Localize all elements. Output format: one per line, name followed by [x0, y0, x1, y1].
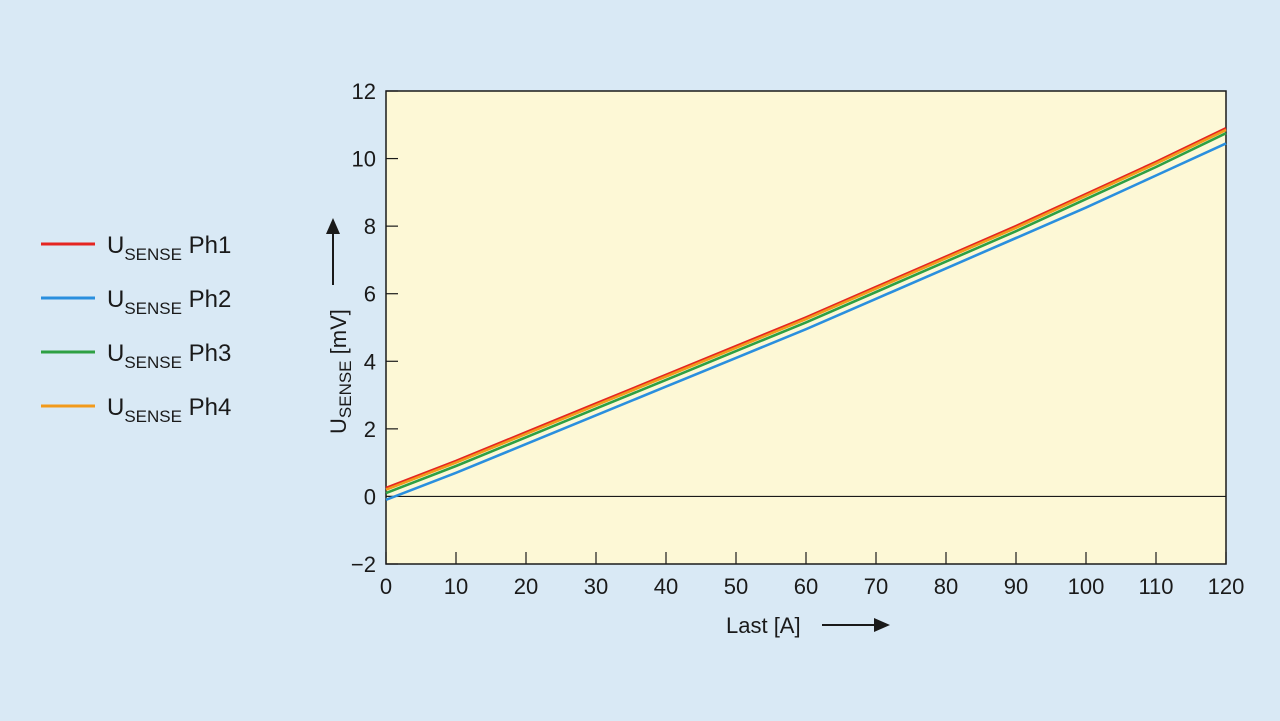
legend-label-base: U	[107, 340, 124, 367]
legend-label-ph4: USENSE Ph4	[107, 394, 231, 426]
x-axis-ticks: 0 10 20 30 40 50 60 70 80 90 100 110 120	[380, 552, 1244, 599]
y-tick-label: 4	[364, 349, 376, 374]
y-tick-label: 2	[364, 417, 376, 442]
x-tick-label: 60	[794, 574, 818, 599]
series-line-ph1	[385, 127, 1227, 490]
x-tick-label: 50	[724, 574, 748, 599]
legend-label-sub: SENSE	[124, 245, 182, 264]
legend-label-rest: Ph4	[182, 394, 231, 421]
x-tick-label: 0	[380, 574, 392, 599]
x-tick-label: 80	[934, 574, 958, 599]
legend-label-sub: SENSE	[124, 299, 182, 318]
x-tick-label: 70	[864, 574, 888, 599]
legend-label-ph2: USENSE Ph2	[107, 286, 231, 318]
x-tick-label: 20	[514, 574, 538, 599]
y-tick-label: 0	[364, 484, 376, 509]
legend-label-ph1: USENSE Ph1	[107, 232, 231, 264]
legend-label-rest: Ph1	[182, 232, 231, 259]
x-axis-title: Last [A]	[726, 613, 801, 638]
series-lines	[385, 127, 1227, 502]
series-line-ph2	[385, 142, 1227, 502]
x-tick-label: 90	[1004, 574, 1028, 599]
y-tick-label: 12	[352, 79, 376, 104]
y-axis-ticks: −2 0 2 4 6 8 10 12	[351, 79, 398, 577]
series-line-ph3	[385, 132, 1227, 495]
legend-label-rest: Ph3	[182, 340, 231, 367]
legend-label-sub: SENSE	[124, 353, 182, 372]
y-axis-title-base: U	[326, 418, 351, 434]
plot-area	[385, 90, 1227, 565]
y-tick-label: 8	[364, 214, 376, 239]
x-axis-arrow-icon	[822, 618, 890, 632]
legend-label-base: U	[107, 394, 124, 421]
x-tick-label: 10	[444, 574, 468, 599]
series-line-ph4	[385, 128, 1227, 491]
x-tick-label: 40	[654, 574, 678, 599]
legend-label-base: U	[107, 232, 124, 259]
y-tick-label: 6	[364, 282, 376, 307]
y-axis-arrow-icon	[326, 218, 340, 285]
x-tick-label: 30	[584, 574, 608, 599]
legend-label-rest: Ph2	[182, 286, 231, 313]
y-tick-label: −2	[351, 552, 376, 577]
x-tick-label: 100	[1068, 574, 1105, 599]
y-axis-title: USENSE [mV]	[326, 309, 355, 434]
y-axis-title-sub: SENSE	[336, 360, 355, 418]
x-tick-label: 120	[1208, 574, 1245, 599]
legend-label-ph3: USENSE Ph3	[107, 340, 231, 372]
y-tick-label: 10	[352, 147, 376, 172]
legend-label-base: U	[107, 286, 124, 313]
x-tick-label: 110	[1138, 574, 1173, 599]
legend-label-sub: SENSE	[124, 407, 182, 426]
y-axis-title-rest: [mV]	[326, 309, 351, 360]
